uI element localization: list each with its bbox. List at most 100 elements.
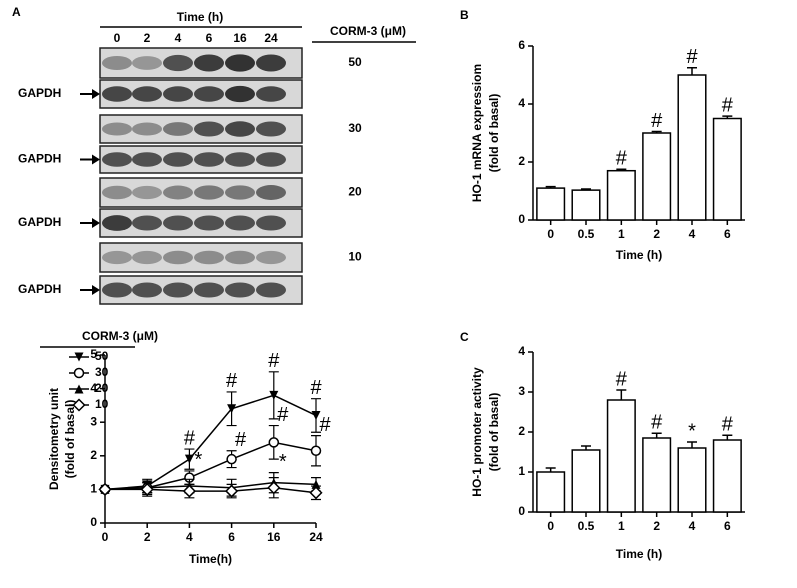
bar xyxy=(536,187,566,221)
blot-band xyxy=(256,152,286,167)
x-tick-label: 16 xyxy=(267,530,281,544)
blot-band xyxy=(102,122,132,136)
marker xyxy=(225,484,239,498)
legend-title: CORM-3 (μM) xyxy=(82,329,158,343)
series-line xyxy=(104,481,317,491)
y-tick-label: 2 xyxy=(90,448,97,462)
error-bar xyxy=(545,185,556,189)
y-axis-label: (fold of basal) xyxy=(63,400,77,479)
legend-label: 30 xyxy=(95,365,109,379)
blot-band xyxy=(194,250,224,265)
loading-control-label: GAPDH xyxy=(18,152,61,166)
y-tick-label: 4 xyxy=(518,96,525,110)
bar xyxy=(536,471,566,513)
y-tick-label: 3 xyxy=(518,384,525,398)
loading-control-label: GAPDH xyxy=(18,282,61,296)
blot-band xyxy=(163,185,193,200)
blot-band xyxy=(102,215,132,231)
y-axis-label: HO-1 mRNA expressiom xyxy=(470,64,484,202)
marker xyxy=(184,454,194,464)
x-tick-label: 6 xyxy=(724,227,731,241)
y-tick-label: 5 xyxy=(90,347,97,361)
blot-band xyxy=(225,85,255,103)
bar xyxy=(606,169,636,221)
blot-band xyxy=(132,185,162,200)
bar xyxy=(571,189,601,221)
lane-label: 0 xyxy=(114,31,121,45)
y-tick-label: 0 xyxy=(518,504,525,518)
series-line xyxy=(105,486,317,494)
blot-band xyxy=(256,282,286,298)
lane-label: 4 xyxy=(175,31,182,45)
error-bar xyxy=(545,467,556,472)
x-tick-label: 6 xyxy=(724,519,731,533)
blot-band xyxy=(102,86,132,102)
x-tick-label: 24 xyxy=(309,530,323,544)
blot-band xyxy=(163,250,193,265)
error-bar xyxy=(616,389,627,400)
significance-mark: # xyxy=(235,429,247,451)
blot-band xyxy=(256,121,286,137)
marker xyxy=(98,482,112,496)
marker xyxy=(311,410,321,420)
blot-band xyxy=(194,282,224,298)
error-bar xyxy=(687,67,697,75)
marker xyxy=(309,486,323,500)
blot-band xyxy=(225,54,255,72)
significance-mark: # xyxy=(616,148,628,170)
blot-band xyxy=(102,55,132,71)
error-bar xyxy=(687,441,697,448)
error-bar xyxy=(581,445,591,450)
blot-band xyxy=(102,152,132,167)
significance-mark: # xyxy=(226,370,238,392)
bar xyxy=(571,449,601,513)
marker xyxy=(74,352,84,362)
blot-band xyxy=(194,215,224,231)
x-tick-label: 1 xyxy=(618,519,625,533)
lane-label: 16 xyxy=(233,31,247,45)
error-bar xyxy=(581,188,591,191)
y-tick-label: 0 xyxy=(518,212,525,226)
x-axis-label: Time (h) xyxy=(616,248,662,262)
blot-band xyxy=(256,250,286,265)
x-tick-label: 2 xyxy=(653,519,660,533)
error-bar xyxy=(722,434,733,440)
blot-area: 50 GAPDH 30 GAPDH 20 GAPDH 10 GAPDH xyxy=(18,47,362,305)
blot-band xyxy=(194,185,224,200)
bar xyxy=(712,117,742,221)
blot-band xyxy=(194,152,224,167)
blot-band xyxy=(225,250,255,265)
blot-band xyxy=(194,54,224,72)
blot-band xyxy=(102,282,132,298)
blot-band xyxy=(225,215,255,231)
blot-band xyxy=(225,121,255,137)
y-axis-label: (fold of basal) xyxy=(487,393,501,472)
marker xyxy=(74,384,84,394)
blot-treatment-label: CORM-3 (μM) xyxy=(330,24,406,38)
significance-mark: # xyxy=(722,94,734,116)
blot-band xyxy=(102,250,132,265)
blot-band xyxy=(256,86,286,102)
significance-mark: # xyxy=(319,414,331,436)
x-axis-label: Time(h) xyxy=(189,552,232,566)
y-tick-label: 3 xyxy=(90,414,97,428)
marker xyxy=(226,453,237,465)
blot-band xyxy=(256,185,286,200)
arrow-head xyxy=(92,285,100,295)
significance-mark: # xyxy=(651,110,663,132)
blot-band xyxy=(163,152,193,167)
marker xyxy=(227,404,237,414)
bar xyxy=(712,439,742,513)
x-tick-label: 4 xyxy=(186,530,193,544)
lane-label: 6 xyxy=(206,31,213,45)
x-tick-label: 0.5 xyxy=(578,519,595,533)
blot-band xyxy=(163,54,193,72)
blot-time-label: Time (h) xyxy=(177,10,223,24)
blot-band xyxy=(225,185,255,200)
loading-control-label: GAPDH xyxy=(18,86,61,100)
error-bar xyxy=(616,168,627,171)
x-tick-label: 2 xyxy=(144,530,151,544)
marker xyxy=(72,398,86,412)
blot-band xyxy=(256,215,286,231)
